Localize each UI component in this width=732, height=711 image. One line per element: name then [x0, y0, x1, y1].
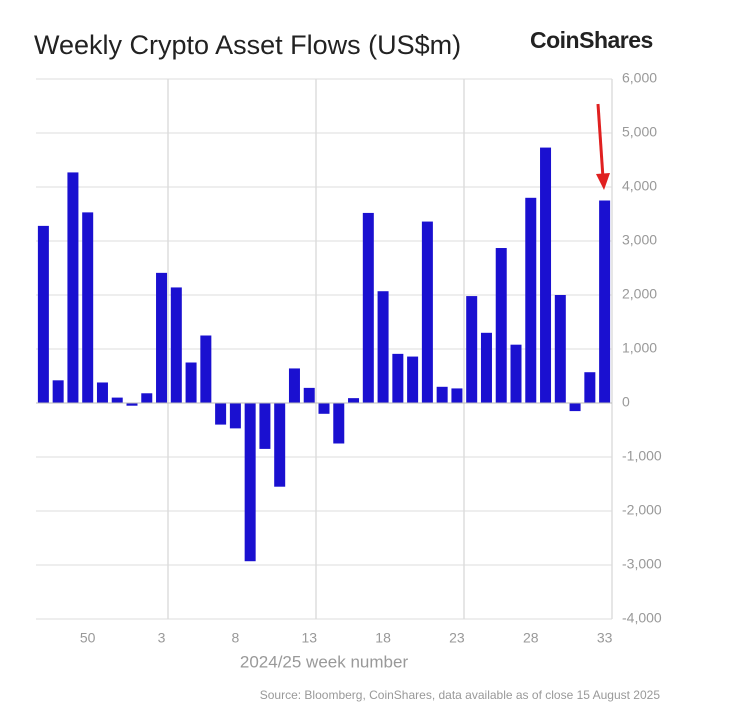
x-tick-label: 33 [597, 630, 613, 646]
bar [200, 335, 212, 403]
chart-title: Weekly Crypto Asset Flows (US$m) [34, 30, 461, 60]
bar [156, 272, 168, 403]
x-tick-label: 8 [231, 630, 239, 646]
x-tick-label: 23 [449, 630, 465, 646]
bar [274, 403, 286, 487]
source-note: Source: Bloomberg, CoinShares, data avai… [260, 688, 661, 702]
bar [141, 393, 153, 403]
bar [82, 212, 94, 403]
bar [362, 212, 374, 403]
bar [52, 380, 64, 403]
bar [392, 353, 404, 403]
bar [96, 382, 108, 403]
y-tick-label: -1,000 [622, 448, 662, 464]
bar [421, 221, 433, 403]
arrow-shaft [596, 103, 605, 179]
y-tick-label: 4,000 [622, 178, 657, 194]
bar [495, 248, 507, 403]
bar [480, 332, 492, 403]
bar [554, 295, 566, 403]
bar [333, 403, 345, 444]
bar [525, 197, 537, 403]
x-axis-label: 2024/25 week number [240, 652, 409, 671]
y-tick-label: 3,000 [622, 232, 657, 248]
x-tick-label: 3 [158, 630, 166, 646]
bar [599, 200, 611, 403]
y-tick-label: -4,000 [622, 610, 662, 626]
y-tick-label: -2,000 [622, 502, 662, 518]
bar [37, 225, 49, 403]
x-tick-label: 28 [523, 630, 539, 646]
bar [348, 398, 360, 403]
x-tick-label: 50 [80, 630, 96, 646]
bar [584, 372, 596, 403]
bar [229, 403, 241, 429]
y-tick-label: -3,000 [622, 556, 662, 572]
y-tick-label: 2,000 [622, 286, 657, 302]
y-tick-label: 5,000 [622, 124, 657, 140]
bar [288, 368, 300, 403]
bar [170, 287, 182, 403]
bar [436, 386, 448, 403]
arrow-head [596, 173, 610, 190]
bar [185, 362, 197, 403]
bar [377, 291, 389, 403]
bar [215, 403, 227, 425]
bar [111, 397, 123, 403]
y-tick-label: 0 [622, 394, 630, 410]
y-tick-label: 1,000 [622, 340, 657, 356]
bar [569, 403, 581, 412]
y-tick-label: 6,000 [622, 70, 657, 86]
x-tick-label: 18 [375, 630, 391, 646]
bar [67, 172, 79, 403]
bar [126, 403, 138, 406]
bar [244, 403, 256, 562]
bar [540, 147, 552, 403]
bar [466, 296, 478, 403]
bar [407, 356, 419, 403]
bar [510, 344, 522, 403]
bar [451, 388, 463, 403]
brand: CoinShares [530, 27, 653, 53]
bar [259, 403, 271, 449]
x-tick-label: 13 [301, 630, 317, 646]
bar [303, 387, 315, 403]
bar [318, 403, 330, 414]
